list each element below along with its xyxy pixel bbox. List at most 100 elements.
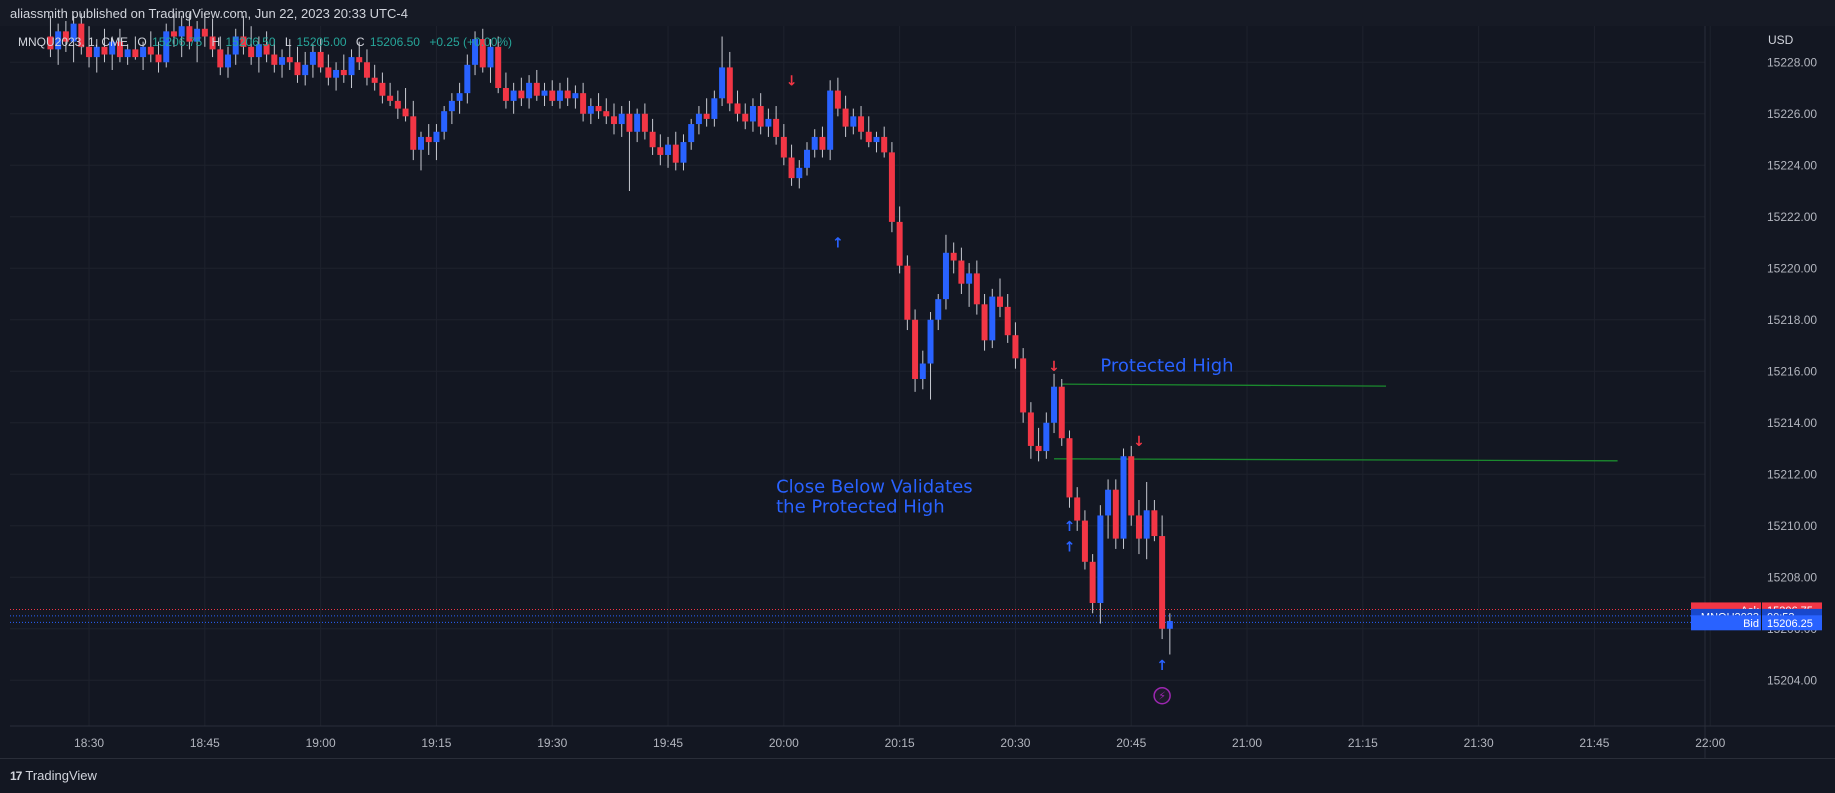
candle [333, 62, 340, 91]
candle [549, 80, 556, 107]
arrow-down-icon: ↓ [1048, 359, 1060, 375]
event-circle[interactable] [1153, 686, 1171, 705]
candle-body [86, 46, 93, 58]
level-lines[interactable] [1054, 383, 1618, 462]
tradingview-logo[interactable]: 17 TradingView [10, 768, 97, 783]
annotation-text[interactable]: the Protected High [776, 496, 945, 517]
candle [749, 98, 756, 132]
candle-body [672, 144, 679, 163]
legend-close-label: C [356, 35, 365, 49]
candle [526, 75, 533, 109]
candle [989, 288, 996, 349]
candlestick-chart[interactable]: ↓ ↑ ↓ ↑ ↑ ↓ ↑ ⚡ Protected High Close Below Vali… [0, 0, 1835, 758]
annotation-text[interactable]: Protected High [1100, 355, 1233, 376]
candle [1051, 373, 1058, 434]
candle [888, 142, 895, 233]
candle-body [217, 49, 224, 68]
candle [418, 131, 424, 171]
candle [541, 82, 548, 107]
price-tag-label-box [1691, 615, 1761, 631]
level-line[interactable] [1054, 458, 1618, 462]
candle-body [286, 57, 293, 63]
legend-open-label: O [137, 35, 146, 49]
candle [695, 106, 702, 135]
annotation-text[interactable]: Close Below Validates [776, 476, 973, 497]
candle-body [340, 69, 347, 76]
legend[interactable]: MNQU2023, 1, CME O 15206.75 H 15206.50 L… [18, 35, 512, 49]
current-price-lines [10, 608, 1705, 623]
candle-body [549, 90, 556, 101]
candle-body [688, 124, 695, 143]
candle [788, 144, 795, 186]
candle [819, 126, 826, 158]
candle-body [1051, 386, 1058, 423]
candle [950, 242, 957, 274]
candle [1058, 378, 1065, 446]
candle-body [379, 82, 386, 96]
currency-label: USD [1768, 33, 1794, 47]
candle [1120, 448, 1127, 549]
candle-body [363, 62, 370, 78]
candle [896, 206, 903, 274]
candle-body [263, 44, 270, 55]
candle [742, 103, 749, 130]
candle-body [541, 90, 548, 96]
event-marker[interactable]: ⚡ [1153, 686, 1171, 705]
candle-body [163, 31, 170, 63]
candle-body [62, 31, 69, 42]
price-axis-tick: 15210.00 [1767, 519, 1817, 533]
candle [487, 39, 494, 83]
candle [912, 309, 919, 392]
candle [464, 54, 471, 104]
candle [286, 39, 293, 70]
candle [348, 49, 355, 88]
candle-body [124, 49, 131, 58]
candle [109, 36, 116, 70]
candle [958, 247, 965, 294]
price-axis-tick: 15228.00 [1767, 55, 1817, 69]
time-axis[interactable]: 18:30 18:45 19:00 19:15 19:30 19:45 20:00 20:15… [74, 736, 1726, 750]
candle-body [317, 51, 324, 68]
candle [572, 85, 579, 109]
candle-body [804, 149, 810, 168]
candle [255, 36, 262, 73]
price-tag: Bid 15206.25 [1691, 615, 1822, 631]
price-axis-tick: 15224.00 [1767, 158, 1817, 172]
candle [942, 234, 949, 310]
candle [765, 108, 772, 137]
legend-high-value: 15206.50 [226, 35, 276, 49]
candle-body [1066, 438, 1073, 498]
candle-body [680, 142, 687, 163]
price-axis-tick: 15218.00 [1767, 313, 1817, 327]
candle-body [749, 106, 756, 122]
candle-body [626, 113, 633, 132]
candle [132, 36, 139, 60]
candle [101, 28, 108, 63]
candle-body [765, 118, 772, 127]
candle-body [178, 26, 185, 37]
level-line[interactable] [1061, 383, 1387, 387]
candle-body [1135, 515, 1142, 539]
candle [935, 294, 942, 331]
candle-body [1020, 358, 1027, 413]
time-axis-tick: 20:45 [1116, 736, 1146, 750]
candle-body [518, 90, 525, 99]
candle [201, 13, 208, 47]
candle [62, 21, 69, 52]
candle-body [186, 26, 193, 42]
candle-body [603, 111, 610, 117]
arrow-up-icon: ↑ [832, 236, 844, 252]
price-axis[interactable]: 15204.0015206.0015208.0015210.0015212.00… [1767, 55, 1817, 687]
candle-body [1151, 510, 1158, 537]
candle-body [695, 113, 702, 125]
candle [641, 103, 648, 140]
price-axis-tick: 15214.00 [1767, 416, 1817, 430]
candle-body [248, 46, 255, 58]
candle [881, 126, 888, 158]
time-axis-tick: 21:00 [1232, 736, 1262, 750]
candle-body [271, 54, 278, 65]
candle-body [881, 136, 888, 153]
candle [147, 31, 154, 63]
candle-body [1105, 489, 1112, 516]
